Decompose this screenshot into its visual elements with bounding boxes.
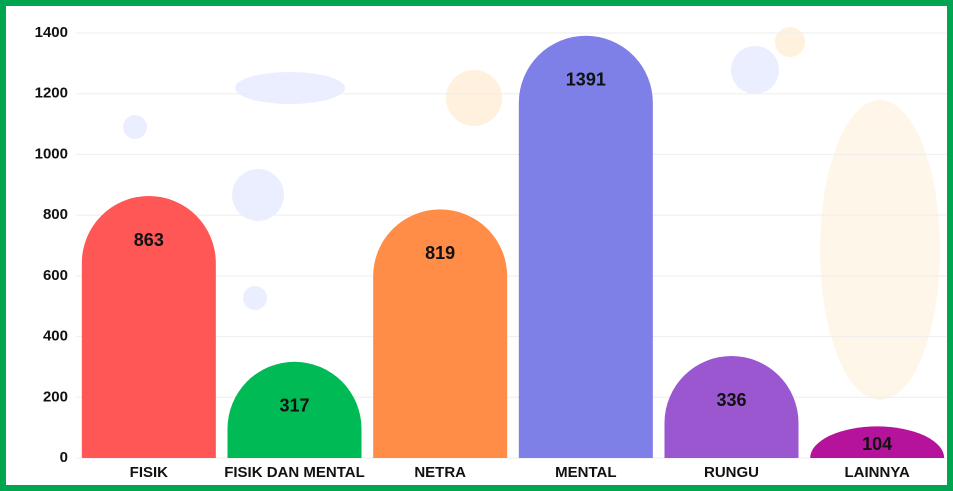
y-tick-label: 200 bbox=[43, 388, 68, 405]
x-tick-label: FISIK bbox=[130, 464, 169, 481]
value-label: 863 bbox=[134, 230, 164, 250]
value-label: 819 bbox=[425, 243, 455, 263]
value-label: 104 bbox=[862, 434, 892, 454]
background-decoration bbox=[123, 27, 940, 400]
y-tick-label: 800 bbox=[43, 206, 68, 223]
y-tick-label: 1000 bbox=[35, 145, 68, 162]
x-tick-label: NETRA bbox=[414, 464, 466, 481]
x-tick-label: FISIK DAN MENTAL bbox=[224, 464, 365, 481]
value-label: 317 bbox=[279, 396, 309, 416]
bar bbox=[664, 356, 799, 458]
x-tick-label: LAINNYA bbox=[845, 464, 910, 481]
y-tick-label: 0 bbox=[60, 449, 68, 466]
value-label: 1391 bbox=[566, 69, 606, 89]
bar bbox=[810, 426, 945, 458]
value-label: 336 bbox=[716, 390, 746, 410]
y-tick-label: 400 bbox=[43, 328, 68, 345]
x-tick-label: MENTAL bbox=[555, 464, 616, 481]
bar bbox=[518, 35, 653, 459]
y-tick-label: 1400 bbox=[35, 24, 68, 41]
y-tick-label: 1200 bbox=[35, 85, 68, 102]
bar bbox=[81, 196, 216, 458]
y-tick-label: 600 bbox=[43, 267, 68, 284]
bar bbox=[227, 361, 362, 458]
bar bbox=[373, 209, 508, 458]
x-tick-label: RUNGU bbox=[704, 464, 759, 481]
